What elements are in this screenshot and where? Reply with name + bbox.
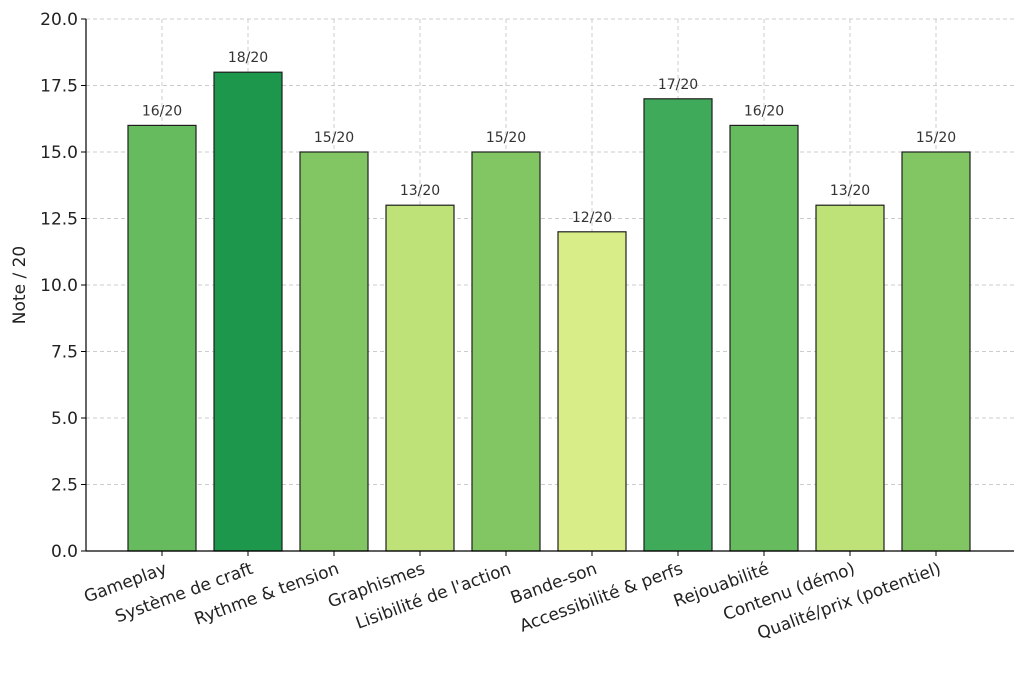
y-ticks: 0.0 2.5 5.0 7.5 10.0 12.5 15.0 17.5 20.0 (40, 10, 86, 562)
x-tick-label: Rythme & tension (192, 559, 342, 630)
data-label: 17/20 (658, 77, 698, 93)
data-label: 12/20 (572, 210, 612, 226)
data-label: 15/20 (486, 130, 526, 146)
bar (127, 124, 197, 552)
bar (557, 231, 627, 552)
data-label: 15/20 (314, 130, 354, 146)
y-tick-label: 17.5 (40, 77, 78, 97)
bar (471, 151, 541, 552)
bar (815, 204, 885, 552)
data-label: 18/20 (228, 50, 268, 66)
y-tick-label: 0.0 (51, 542, 78, 562)
bar (643, 98, 713, 552)
bar (729, 124, 799, 552)
y-tick-label: 15.0 (40, 143, 78, 163)
data-label: 13/20 (400, 183, 440, 199)
bar (299, 151, 369, 552)
bar (213, 71, 283, 552)
data-label: 16/20 (142, 103, 182, 119)
bar (901, 151, 971, 552)
y-axis-label: Note / 20 (10, 246, 30, 324)
data-label: 16/20 (744, 103, 784, 119)
y-tick-label: 10.0 (40, 276, 78, 296)
data-label: 13/20 (830, 183, 870, 199)
y-tick-label: 7.5 (51, 343, 78, 363)
bars (127, 71, 971, 552)
y-tick-label: 5.0 (51, 409, 78, 429)
data-label: 15/20 (916, 130, 956, 146)
y-tick-label: 2.5 (51, 476, 78, 496)
bar (385, 204, 455, 552)
x-tick-label: Lisibilité de l'action (353, 559, 514, 634)
y-tick-label: 20.0 (40, 10, 78, 30)
y-tick-label: 12.5 (40, 210, 78, 230)
data-labels: 16/20 18/20 15/20 13/20 15/20 12/20 17/20 16/20… (142, 50, 956, 226)
